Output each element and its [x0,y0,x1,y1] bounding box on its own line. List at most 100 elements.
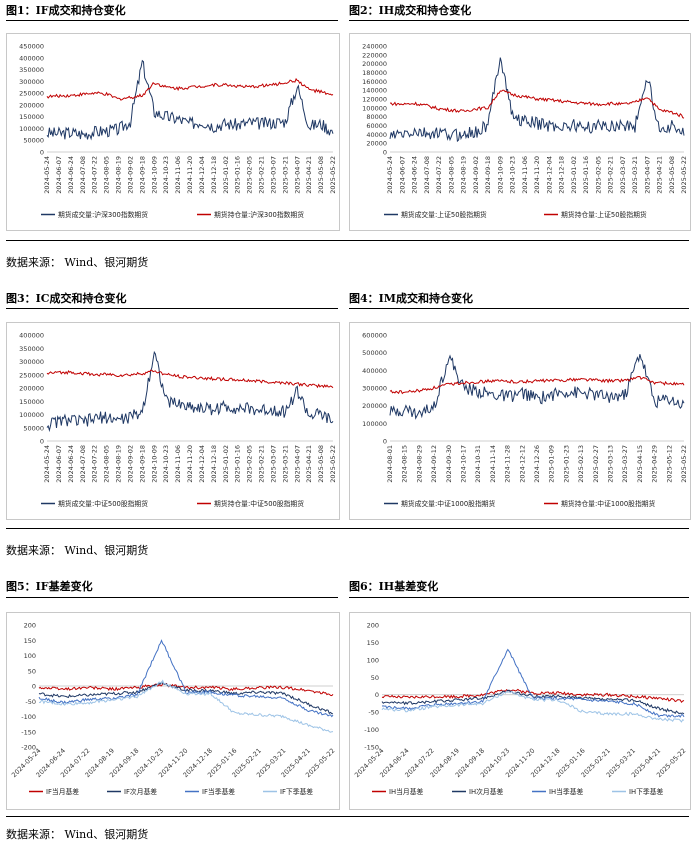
x-tick-label: 2024-11-06 [521,156,529,194]
y-tick-label: 0 [383,149,387,157]
x-tick-label: 2025-05-08 [317,445,325,483]
legend-label: IH下季基差 [629,787,664,796]
x-tick-label: 2024-08-05 [103,156,111,194]
x-tick-label: 2024-07-08 [423,156,431,194]
y-tick-label: 300000 [19,78,44,86]
series-line-1 [381,688,685,704]
figure-5-chart: -200 -150 -100 -50 0 50 100 150 200 2024-05-24 202… [6,612,340,810]
y-tick-label: 200000 [19,385,44,393]
y-tick-label: 200000 [362,402,387,410]
x-tick-label: 2024-08-05 [103,445,111,483]
x-tick-label: 2025-01-16 [234,445,242,483]
figure-2-rule [349,20,689,21]
series-line-1 [389,354,685,420]
figure-2-title: 图2：IH成交和持仓变化 [349,4,472,17]
figure-4-title: 图4：IM成交和持仓变化 [349,292,473,305]
x-tick-label: 2024-06-24 [67,156,75,194]
y-tick-label: 200000 [362,60,387,68]
legend-label: 期货持仓量:沪深300指数期货 [214,210,304,219]
x-tick-label: 2024-07-08 [79,445,87,483]
x-tick-label: 2025-03-07 [269,445,277,483]
x-tick-label: 2025-02-21 [607,156,615,194]
x-tick-label: 2025-02-13 [577,445,585,483]
x-tick-label: 2025-04-07 [293,445,301,483]
y-tick-label: -50 [368,709,379,717]
y-tick-label: 40000 [366,131,387,139]
y-tick-label: 50000 [23,424,44,432]
x-tick-label: 2025-03-07 [269,156,277,194]
y-tick-label: 400000 [19,332,44,340]
x-tick-label: 2024-09-12 [430,445,438,483]
x-tick-label: 2025-05-08 [317,156,325,194]
y-tick-label: -150 [21,728,36,736]
y-tick-label: 450000 [19,43,44,51]
figure-1-svg: 0 50000 100000 150000 200000 250000 300000 3500… [19,43,337,220]
x-tick-label: 2024-12-18 [558,156,566,194]
x-tick-label: 2024-10-23 [509,156,517,194]
y-tick-label: 400000 [19,54,44,62]
figure-2-chart: 0 20000 40000 60000 80000 100000 120000 140000 1… [349,33,691,231]
x-tick-label: 2024-09-02 [126,156,134,194]
figure-4-svg: 0 100000 200000 300000 400000 500000 600000 202… [362,332,688,509]
x-tick-label: 2024-09-30 [445,445,453,483]
x-tick-label: 2024-05-24 [386,156,394,194]
y-tick-label: -100 [21,713,36,721]
y-tick-label: 150 [367,639,379,647]
y-tick-label: -100 [364,726,379,734]
x-tick-label: 2025-01-02 [570,156,578,194]
legend-label: IF次月基差 [124,787,157,796]
x-tick-label: 2025-02-05 [594,156,602,194]
x-tick-label: 2025-01-16 [582,156,590,194]
x-tick-label: 2025-05-12 [665,445,673,483]
y-tick-label: 150000 [19,398,44,406]
figure-1-title: 图1：IF成交和持仓变化 [6,4,126,17]
y-tick-label: 100000 [362,104,387,112]
legend-label: IF当月基差 [46,787,79,796]
x-tick-label: 2024-12-04 [545,156,553,194]
series-line-2 [389,375,685,395]
legend-label: 期货成交量:沪深300指数期货 [58,210,148,219]
y-tick-label: 300000 [19,358,44,366]
x-tick-label: 2024-10-23 [162,445,170,483]
x-tick-label: 2025-02-27 [592,445,600,483]
x-tick-label: 2024-08-19 [460,156,468,194]
figure-3-title: 图3：IC成交和持仓变化 [6,292,127,305]
figure-4-chart: 0 100000 200000 300000 400000 500000 600000 202… [349,322,691,520]
x-tick-label: 2024-07-22 [435,156,443,194]
figure-6-title: 图6：IH基差变化 [349,580,439,593]
x-tick-label: 2025-01-02 [222,445,230,483]
y-tick-label: 80000 [366,113,387,121]
y-tick-label: 350000 [19,345,44,353]
series-line-2 [38,681,334,715]
x-tick-label: 2025-02-21 [258,156,266,194]
figure-2-svg: 0200004000060000800001000001200001400001… [362,43,688,220]
x-tick-label: 2024-12-26 [533,445,541,483]
x-tick-label: 2024-11-20 [186,445,194,483]
x-tick-label: 2025-03-13 [607,445,615,483]
y-tick-label: 500000 [362,349,387,357]
series-line-2 [389,89,685,119]
series-line-1 [46,59,334,141]
y-tick-label: 0 [40,438,44,446]
x-tick-label: 2024-09-02 [472,156,480,194]
x-tick-label: 2024-08-29 [415,445,423,483]
x-tick-label: 2024-11-14 [489,445,497,483]
y-tick-label: 0 [40,149,44,157]
y-tick-label: 120000 [362,96,387,104]
x-tick-label: 2025-03-21 [631,156,639,194]
x-tick-label: 2025-02-21 [258,445,266,483]
x-tick-label: 2025-01-23 [562,445,570,483]
y-tick-label: 150000 [19,113,44,121]
x-tick-label: 2025-05-22 [329,445,337,483]
y-tick-label: 600000 [362,332,387,340]
y-tick-label: 100000 [19,125,44,133]
x-tick-label: 2024-11-20 [533,156,541,194]
x-tick-label: 2024-08-15 [401,445,409,483]
y-tick-label: 100000 [362,420,387,428]
x-tick-label: 2024-12-12 [518,445,526,483]
x-tick-label: 2025-04-29 [651,445,659,483]
x-tick-label: 2024-06-24 [411,156,419,194]
x-tick-label: 2024-07-22 [91,445,99,483]
row-3-bottom-rule [6,816,689,817]
x-tick-label: 2024-08-19 [115,445,123,483]
